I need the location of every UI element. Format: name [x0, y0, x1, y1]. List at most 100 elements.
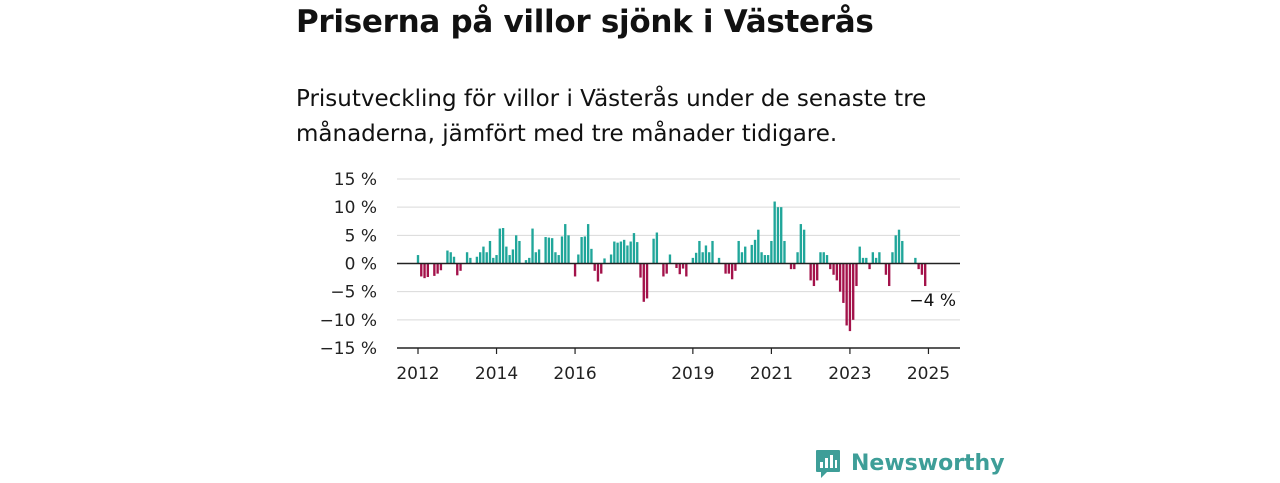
bar	[642, 263, 645, 302]
bar	[416, 255, 420, 264]
bar	[436, 263, 439, 274]
bar	[773, 201, 776, 264]
bar	[557, 255, 560, 264]
x-axis-labels: 2012 2014 2016 2019 2021 2023 2025	[396, 348, 950, 384]
bar	[554, 252, 557, 264]
bar	[819, 252, 822, 264]
bar	[596, 263, 600, 282]
bar	[724, 263, 727, 274]
x-tick-label: 2016	[553, 364, 596, 384]
bar	[868, 263, 871, 270]
bar	[914, 257, 917, 264]
bar	[816, 263, 819, 281]
bar	[645, 263, 649, 299]
last-value-label: −4 %	[909, 291, 956, 311]
bar	[423, 263, 426, 279]
bar	[452, 256, 456, 264]
bar	[825, 255, 829, 264]
bar	[888, 263, 891, 287]
y-tick-label: −10 %	[320, 311, 377, 331]
x-tick-label: 2023	[828, 364, 871, 384]
bar	[799, 224, 803, 264]
bar	[469, 257, 472, 264]
y-axis-labels: 15 % 10 % 5 % 0 % −5 % −10 % −15 %	[320, 170, 377, 359]
bar	[734, 263, 737, 271]
bar	[855, 263, 858, 287]
bar	[613, 241, 616, 264]
bar	[698, 240, 701, 264]
bar	[874, 257, 878, 264]
bar	[655, 232, 659, 264]
bar	[920, 263, 924, 275]
bar	[580, 237, 583, 264]
bar	[701, 252, 704, 264]
bar	[600, 263, 603, 274]
bar	[789, 263, 793, 270]
bar	[619, 241, 623, 264]
bar	[737, 240, 740, 264]
bar	[537, 249, 541, 264]
bar	[691, 257, 695, 264]
bar	[498, 228, 501, 264]
bar	[845, 263, 848, 326]
bar	[560, 236, 564, 264]
bar	[917, 263, 920, 270]
brand-name: Newsworthy	[851, 450, 1005, 476]
x-tick-label: 2014	[475, 364, 518, 384]
bar	[439, 263, 443, 271]
bar	[505, 246, 508, 264]
bar	[528, 257, 531, 264]
bar	[865, 257, 868, 264]
bar	[901, 240, 904, 264]
bar	[829, 263, 832, 270]
bar	[760, 252, 763, 264]
bar	[609, 254, 613, 264]
bar	[662, 263, 665, 277]
bar	[456, 263, 459, 276]
bar	[694, 252, 698, 264]
bar	[492, 257, 495, 264]
bar	[531, 228, 534, 264]
bar	[616, 242, 619, 264]
bar	[838, 263, 842, 292]
bar	[518, 240, 521, 264]
bar	[681, 263, 685, 269]
y-tick-label: 15 %	[334, 170, 377, 190]
bar	[593, 263, 596, 271]
newsworthy-logo: Newsworthy	[815, 447, 1005, 479]
bar	[793, 263, 796, 270]
bar	[802, 229, 806, 264]
bar	[482, 246, 485, 264]
x-tick-label: 2012	[396, 364, 439, 384]
bar	[685, 263, 688, 277]
bar	[796, 252, 799, 264]
bar	[727, 263, 731, 274]
bar	[757, 229, 760, 264]
bar	[564, 224, 567, 264]
bar	[822, 252, 825, 264]
bar	[629, 241, 632, 264]
bar	[675, 263, 678, 269]
bar	[603, 258, 606, 264]
bar	[501, 228, 505, 264]
bar	[871, 252, 875, 264]
bars	[416, 201, 927, 332]
bar	[852, 263, 855, 320]
bar	[459, 263, 462, 271]
bar	[622, 239, 626, 264]
x-tick-label: 2021	[750, 364, 793, 384]
bar	[750, 244, 753, 264]
bar	[583, 236, 587, 264]
bar	[878, 252, 881, 264]
bar	[783, 240, 786, 264]
bar	[534, 252, 537, 264]
bar	[704, 245, 708, 264]
bar	[897, 229, 901, 264]
y-tick-label: 5 %	[345, 226, 377, 246]
bar	[567, 235, 570, 264]
bar	[894, 235, 897, 264]
bar	[744, 246, 747, 264]
bar	[770, 240, 773, 264]
bar	[636, 242, 639, 264]
